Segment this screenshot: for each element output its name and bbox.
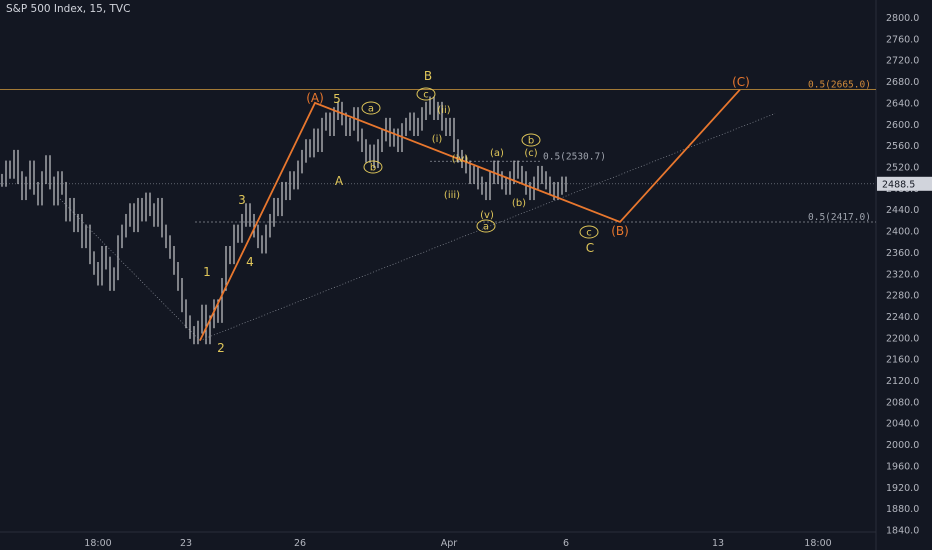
- x-tick-label: 6: [563, 538, 569, 549]
- wave-label-major: (C): [732, 75, 750, 89]
- wave-label-circle: [476, 219, 496, 233]
- wave-label-number: 2: [217, 341, 225, 355]
- wave-label-circle: [363, 160, 383, 174]
- y-tick-label: 2280.0: [886, 291, 919, 302]
- wave-label-minor: (iv): [452, 154, 469, 165]
- wave-label-minor: (c): [524, 148, 537, 159]
- y-tick-label: 2560.0: [886, 141, 919, 152]
- y-tick-label: 2680.0: [886, 77, 919, 88]
- last-price-label: 2488.5: [882, 179, 915, 190]
- wave-label-minor: (i): [432, 134, 443, 145]
- wave-label-major: (B): [611, 224, 629, 238]
- x-tick-label: Apr: [441, 538, 458, 549]
- x-tick-label: 23: [180, 538, 192, 549]
- wave-label-minor: (iii): [444, 190, 460, 201]
- y-tick-label: 2200.0: [886, 333, 919, 344]
- wave-label-letter: A: [335, 174, 344, 188]
- y-tick-label: 2360.0: [886, 248, 919, 259]
- wave-label-number: 4: [246, 255, 254, 269]
- wave-label-circled: b: [528, 136, 534, 147]
- wave-label-number: 5: [333, 92, 341, 106]
- x-tick-label: 26: [294, 538, 306, 549]
- y-tick-label: 2440.0: [886, 205, 919, 216]
- y-tick-label: 2040.0: [886, 419, 919, 430]
- x-tick-label: 13: [712, 538, 724, 549]
- x-tick-label: 18:00: [804, 538, 831, 549]
- wave-label-circle: [579, 225, 599, 239]
- wave-label-circled: a: [483, 222, 489, 233]
- y-tick-label: 1880.0: [886, 504, 919, 515]
- y-tick-label: 1960.0: [886, 461, 919, 472]
- wave-label-circled: c: [423, 90, 429, 101]
- y-tick-label: 2080.0: [886, 397, 919, 408]
- fib-level-label: 0.5(2530.7): [543, 151, 606, 162]
- y-tick-label: 2000.0: [886, 440, 919, 451]
- y-tick-label: 2240.0: [886, 312, 919, 323]
- wave-label-circle: [361, 101, 381, 115]
- wave-label-circle: [521, 133, 541, 147]
- y-tick-label: 2320.0: [886, 269, 919, 280]
- y-tick-label: 2760.0: [886, 34, 919, 45]
- wave-label-minor: (v): [480, 210, 494, 221]
- y-tick-label: 1920.0: [886, 483, 919, 494]
- elliott-wave-path: [199, 88, 741, 341]
- y-tick-label: 2400.0: [886, 227, 919, 238]
- wave-label-letter: C: [586, 241, 594, 255]
- wave-label-number: 1: [203, 265, 211, 279]
- wave-label-minor: (b): [512, 198, 526, 209]
- y-tick-label: 2600.0: [886, 120, 919, 131]
- wave-label-circle: [416, 87, 436, 101]
- wave-label-major: (A): [306, 91, 324, 105]
- y-tick-label: 2640.0: [886, 98, 919, 109]
- wave-label-minor: (ii): [437, 105, 450, 116]
- y-tick-label: 2520.0: [886, 162, 919, 173]
- trend-channel-lower: [199, 113, 776, 341]
- fib-level-label: 0.5(2665.0): [808, 80, 871, 91]
- wave-label-letter: B: [424, 69, 432, 83]
- y-tick-label: 1840.0: [886, 526, 919, 537]
- fib-level-label: 0.5(2417.0): [808, 212, 871, 223]
- trend-channel-left: [59, 198, 201, 341]
- y-tick-label: 2160.0: [886, 355, 919, 366]
- wave-label-number: 3: [238, 193, 246, 207]
- last-price-badge: [877, 176, 932, 191]
- wave-label-circled: a: [368, 104, 374, 115]
- y-tick-label: 2120.0: [886, 376, 919, 387]
- x-tick-label: 18:00: [84, 538, 111, 549]
- y-tick-label: 2720.0: [886, 56, 919, 67]
- wave-label-circled: c: [586, 228, 592, 239]
- chart-title: S&P 500 Index, 15, TVC: [6, 3, 131, 15]
- y-tick-label: 2800.0: [886, 13, 919, 24]
- wave-label-circled: b: [370, 163, 376, 174]
- wave-label-minor: (a): [490, 148, 504, 159]
